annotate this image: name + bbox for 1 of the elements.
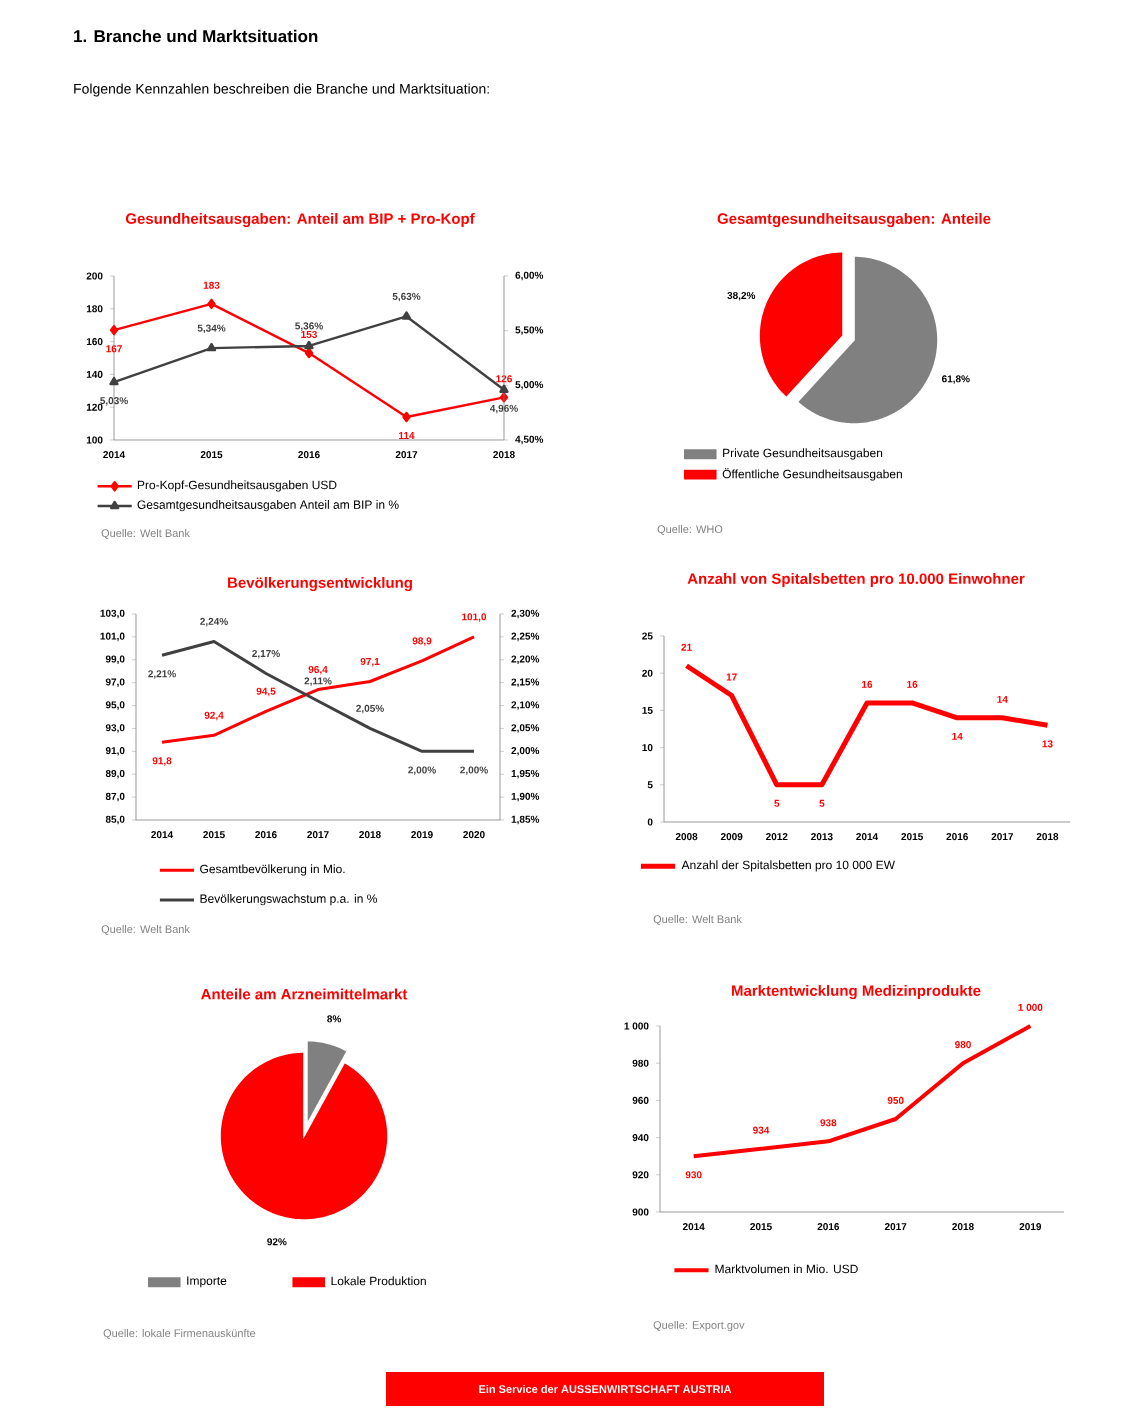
text: 1. Branche und Marktsituation: [74, 29, 318, 43]
